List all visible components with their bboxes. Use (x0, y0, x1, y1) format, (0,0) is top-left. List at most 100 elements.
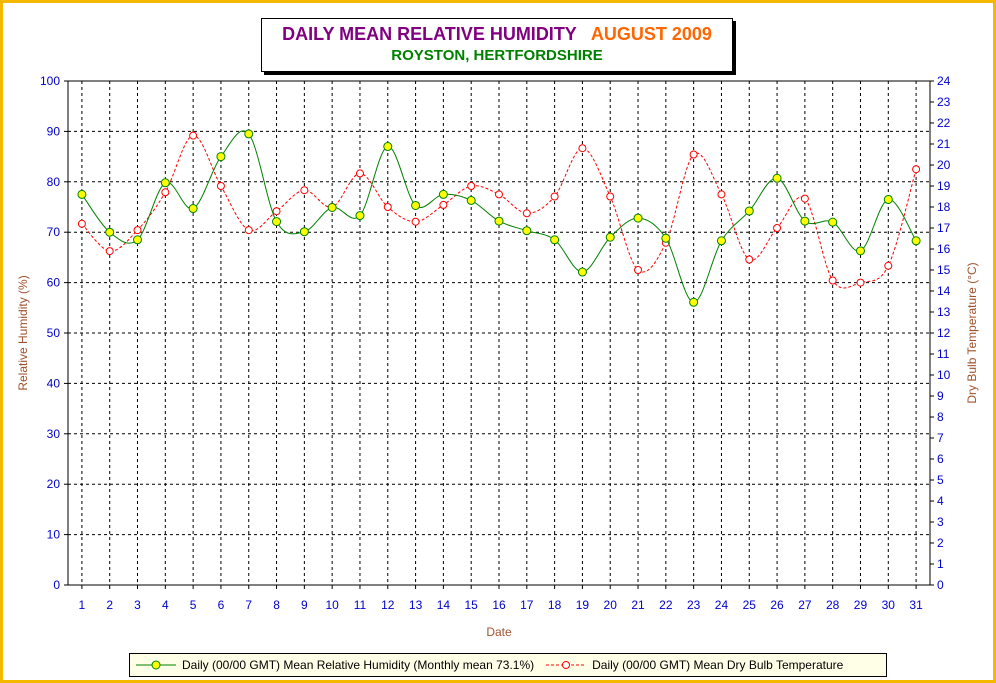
y-tick-label: 70 (47, 225, 61, 239)
y2-tick-label: 13 (937, 305, 951, 319)
temperature-point (411, 217, 420, 226)
y2-tick-label: 24 (937, 74, 951, 88)
temperature-line (81, 135, 917, 289)
y-tick-label: 60 (47, 276, 61, 290)
y-tick-label: 30 (47, 427, 61, 441)
legend-label-temperature: Daily (00/00 GMT) Mean Dry Bulb Temperat… (592, 658, 844, 672)
humidity-point (911, 236, 921, 246)
y2-tick-label: 14 (937, 284, 951, 298)
temperature-point (828, 276, 837, 285)
temperature-point (272, 207, 281, 216)
x-tick-label: 26 (770, 598, 784, 612)
x-tick-label: 24 (715, 598, 729, 612)
y2-tick-label: 2 (937, 536, 944, 550)
temperature-point (189, 131, 198, 140)
y2-tick-label: 1 (937, 557, 944, 571)
humidity-point (689, 297, 699, 307)
legend-item-humidity: Daily (00/00 GMT) Mean Relative Humidity… (134, 658, 534, 672)
y2-tick-label: 5 (937, 473, 944, 487)
x-tick-label: 3 (134, 598, 141, 612)
x-tick-label: 1 (79, 598, 86, 612)
humidity-point (383, 142, 393, 152)
x-tick-label: 27 (798, 598, 812, 612)
temperature-point (856, 278, 865, 287)
y2-tick-label: 18 (937, 200, 951, 214)
chart-month: AUGUST 2009 (590, 24, 712, 44)
y2-tick-label: 22 (937, 116, 951, 130)
humidity-point (299, 227, 309, 237)
y2-tick-label: 15 (937, 263, 951, 277)
humidity-point (883, 194, 893, 204)
temperature-point (495, 190, 503, 199)
y2-tick-label: 4 (937, 494, 944, 508)
y2-tick-label: 10 (937, 368, 951, 382)
x-tick-label: 6 (218, 598, 225, 612)
y-tick-label: 40 (47, 376, 61, 390)
x-tick-label: 19 (576, 598, 590, 612)
humidity-point (494, 216, 504, 226)
y2-tick-label: 6 (937, 452, 944, 466)
y-tick-label: 100 (40, 74, 60, 88)
y2-tick-label: 21 (937, 137, 951, 151)
x-tick-label: 5 (190, 598, 197, 612)
x-tick-label: 9 (301, 598, 308, 612)
title-box: DAILY MEAN RELATIVE HUMIDITY AUGUST 2009 … (261, 18, 733, 72)
temperature-point (216, 182, 225, 190)
x-tick-label: 13 (409, 598, 423, 612)
humidity-point (716, 236, 726, 246)
humidity-point (855, 246, 865, 256)
legend-item-temperature: Daily (00/00 GMT) Mean Dry Bulb Temperat… (544, 658, 843, 672)
y2-tick-label: 16 (937, 242, 951, 256)
temperature-point (522, 209, 531, 218)
humidity-point (244, 129, 254, 139)
humidity-line (81, 130, 917, 303)
temperature-point (884, 261, 893, 270)
y2-tick-label: 20 (937, 158, 951, 172)
humidity-point (744, 206, 754, 216)
humidity-point (550, 235, 560, 245)
temperature-point (550, 192, 559, 201)
humidity-point (828, 217, 838, 227)
temperature-point (773, 224, 782, 232)
humidity-point (772, 173, 782, 183)
x-tick-label: 15 (465, 598, 479, 612)
y2-tick-label: 9 (937, 389, 944, 403)
x-tick-label: 18 (548, 598, 562, 612)
y2-tick-label: 23 (937, 95, 951, 109)
temperature-point (606, 192, 615, 201)
y-axis-title: Relative Humidity (%) (16, 275, 30, 390)
y-tick-label: 50 (47, 326, 61, 340)
x-tick-label: 12 (381, 598, 395, 612)
temperature-point (634, 266, 643, 274)
y-tick-label: 10 (47, 528, 61, 542)
temperature-point (355, 169, 364, 178)
legend-humidity-swatch (136, 660, 176, 670)
y2-axis-title: Dry Bulb Temperature (°C) (965, 262, 979, 403)
x-tick-label: 16 (492, 598, 506, 612)
chart-title: DAILY MEAN RELATIVE HUMIDITY (282, 24, 577, 44)
temperature-point (467, 182, 476, 190)
x-tick-label: 21 (631, 598, 645, 612)
x-tick-label: 8 (273, 598, 280, 612)
x-tick-label: 31 (909, 598, 923, 612)
humidity-point (466, 195, 476, 205)
y-tick-label: 0 (53, 578, 60, 592)
legend: Daily (00/00 GMT) Mean Relative Humidity… (129, 653, 887, 677)
title-line: DAILY MEAN RELATIVE HUMIDITY AUGUST 2009 (262, 24, 732, 45)
temperature-point (244, 226, 253, 235)
temperature-point (745, 255, 754, 264)
y2-tick-label: 11 (937, 347, 950, 361)
x-tick-label: 23 (687, 598, 701, 612)
y2-tick-label: 7 (937, 431, 944, 445)
temperature-point (383, 203, 392, 211)
y2-tick-label: 12 (937, 326, 951, 340)
temperature-point (161, 188, 170, 197)
legend-label-humidity: Daily (00/00 GMT) Mean Relative Humidity… (182, 658, 535, 672)
x-tick-label: 7 (245, 598, 252, 612)
humidity-point (605, 232, 615, 242)
legend-temperature-swatch (546, 661, 587, 669)
y2-tick-label: 19 (937, 179, 951, 193)
temperature-point (105, 247, 114, 256)
humidity-point (522, 226, 532, 236)
